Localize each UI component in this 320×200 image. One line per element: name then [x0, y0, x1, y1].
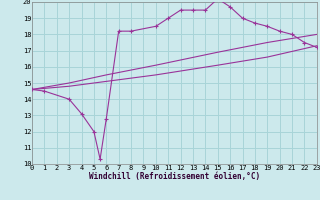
- X-axis label: Windchill (Refroidissement éolien,°C): Windchill (Refroidissement éolien,°C): [89, 172, 260, 181]
